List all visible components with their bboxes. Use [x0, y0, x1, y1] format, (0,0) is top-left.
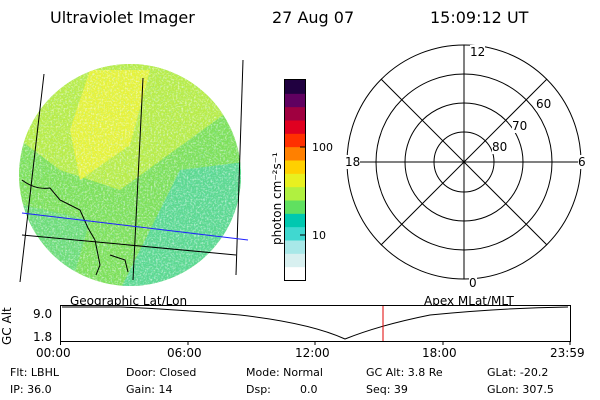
colorbar-segment — [285, 173, 305, 188]
colorbar-border — [284, 79, 306, 281]
colorbar-segment — [285, 80, 305, 94]
colorbar-segment — [285, 226, 305, 241]
strip-chart — [60, 305, 571, 345]
gain-readout: Gain: 14 — [126, 383, 173, 396]
colorbar-segment — [285, 266, 305, 281]
strip-y-axis-label: GC Alt — [0, 307, 14, 345]
lat-label-70: 70 — [512, 119, 528, 133]
mlt-label-bottom: 0 — [469, 276, 477, 290]
polar-plot — [346, 44, 582, 280]
door-readout: Door: Closed — [126, 366, 197, 379]
glon-readout: GLon: 307.5 — [487, 383, 554, 396]
strip-y-tick-low: 1.8 — [33, 330, 53, 344]
colorbar-tick-100: 100 — [312, 141, 333, 154]
colorbar-segment — [285, 120, 305, 134]
colorbar — [284, 79, 306, 281]
strip-right-title: Apex MLat/MLT — [424, 294, 514, 308]
glat-readout: GLat: -20.2 — [487, 366, 549, 379]
strip-y-tick-high: 9.0 — [33, 307, 53, 321]
strip-x-tick-0000: 00:00 — [36, 346, 71, 360]
colorbar-segment — [285, 146, 305, 161]
earth-disk — [19, 64, 241, 286]
colorbar-segment — [285, 213, 305, 228]
colorbar-segment — [285, 200, 305, 214]
colorbar-segment — [285, 160, 305, 174]
date-label: 27 Aug 07 — [272, 8, 355, 27]
colorbar-segment — [285, 186, 305, 201]
altitude-trace — [62, 306, 569, 340]
colorbar-segment — [285, 240, 305, 254]
mlt-label-right: 6 — [578, 155, 586, 169]
time-label: 15:09:12 UT — [430, 8, 529, 27]
dsp-label: Dsp: — [246, 383, 271, 396]
instrument-title: Ultraviolet Imager — [50, 8, 195, 27]
colorbar-segment — [285, 93, 305, 108]
strip-left-title: Geographic Lat/Lon — [70, 294, 188, 308]
strip-x-tick-1800: 18:00 — [422, 346, 457, 360]
colorbar-tick-10: 10 — [312, 229, 326, 242]
strip-x-tick-2359: 23:59 — [550, 346, 585, 360]
seq-readout: Seq: 39 — [366, 383, 408, 396]
mode-readout: Mode: Normal — [246, 366, 323, 379]
lat-label-60: 60 — [536, 97, 552, 111]
mlt-label-left: 18 — [345, 155, 361, 169]
ip-readout: IP: 36.0 — [10, 383, 52, 396]
dsp-value: 0.0 — [300, 383, 318, 396]
colorbar-unit-label: photon cm⁻²s⁻¹ — [270, 152, 284, 245]
lat-label-80: 80 — [492, 140, 508, 154]
auroral-image — [19, 59, 249, 286]
gc-alt-readout: GC Alt: 3.8 Re — [366, 366, 443, 379]
colorbar-segment — [285, 253, 305, 268]
mlt-label-top: 12 — [470, 45, 486, 59]
colorbar-segment — [285, 133, 305, 148]
strip-x-tick-1200: 12:00 — [295, 346, 330, 360]
filter-readout: Flt: LBHL — [10, 366, 59, 379]
terminator-line — [21, 212, 249, 241]
colorbar-segment — [285, 106, 305, 121]
strip-x-tick-0600: 06:00 — [167, 346, 202, 360]
